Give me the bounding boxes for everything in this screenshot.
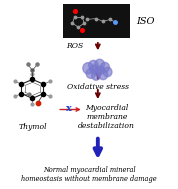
Text: ISO: ISO — [136, 17, 155, 26]
Circle shape — [86, 69, 95, 78]
Text: ROS: ROS — [66, 42, 83, 50]
Point — [114, 21, 117, 24]
Circle shape — [95, 59, 104, 70]
Point — [80, 29, 83, 32]
Point — [20, 83, 23, 86]
Point — [109, 18, 112, 21]
Point — [20, 92, 23, 95]
Point — [14, 80, 17, 83]
Point — [73, 15, 76, 18]
Circle shape — [94, 68, 101, 76]
Point — [48, 95, 51, 98]
Point — [31, 78, 34, 81]
Point — [27, 92, 30, 95]
Point — [73, 9, 76, 12]
Point — [35, 63, 38, 66]
Circle shape — [103, 67, 112, 77]
Circle shape — [97, 66, 104, 74]
Circle shape — [100, 62, 109, 72]
Point — [77, 26, 80, 29]
Point — [114, 21, 117, 24]
Point — [31, 102, 34, 105]
Point — [42, 83, 45, 86]
Point — [80, 15, 83, 18]
FancyBboxPatch shape — [62, 5, 130, 38]
Point — [31, 69, 34, 72]
Point — [95, 17, 97, 20]
Point — [83, 22, 86, 25]
Point — [102, 20, 104, 23]
Point — [31, 97, 34, 100]
Point — [31, 72, 34, 75]
Circle shape — [99, 70, 108, 80]
Point — [27, 63, 30, 66]
Circle shape — [90, 65, 98, 73]
Text: Myocardial
membrane
destabilization: Myocardial membrane destabilization — [78, 104, 135, 130]
Point — [37, 101, 40, 104]
Point — [42, 92, 45, 95]
Text: Oxidative stress: Oxidative stress — [67, 83, 129, 91]
Circle shape — [89, 60, 98, 70]
Point — [86, 18, 89, 21]
Text: Thymol: Thymol — [18, 123, 47, 131]
Text: Normal myocardial mineral
homeostasis without membrane damage: Normal myocardial mineral homeostasis wi… — [21, 166, 157, 183]
Point — [71, 22, 74, 25]
Point — [14, 95, 17, 98]
Text: x: x — [66, 105, 72, 113]
Circle shape — [91, 70, 101, 80]
Circle shape — [83, 63, 93, 74]
Point — [48, 80, 51, 83]
